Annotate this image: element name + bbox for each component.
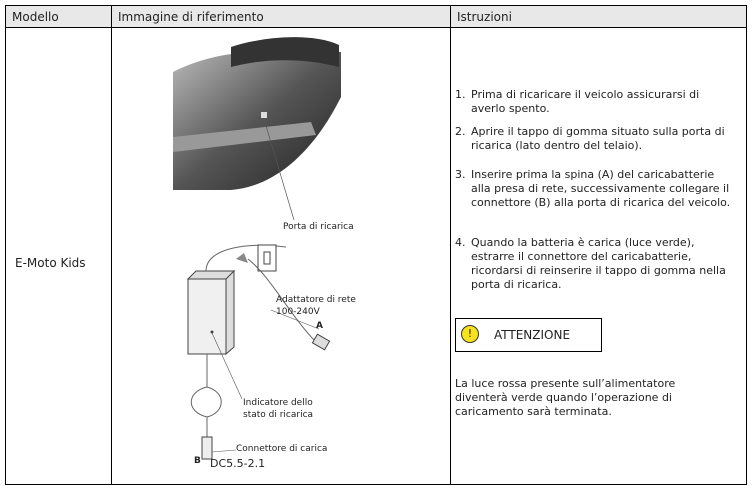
instruction-number: 1.: [455, 88, 466, 101]
header: Immagine di riferimento: [118, 10, 264, 24]
warning-icon: !: [461, 325, 479, 343]
header: Modello: [12, 10, 59, 24]
instruction-number: 2.: [455, 125, 466, 138]
instructions-cell: [450, 27, 747, 485]
instruction-number: 4.: [455, 236, 466, 249]
header: Istruzioni: [457, 10, 512, 24]
instruction-text: Aprire il tappo di gomma situato sulla p…: [471, 125, 725, 152]
warning-label: ATTENZIONE: [494, 328, 571, 342]
instruction-text: Quando la batteria è carica (luce verde)…: [471, 236, 726, 291]
image-label: 100-240V: [276, 307, 320, 317]
header-cell: Modello: [5, 5, 112, 28]
model: E-Moto Kids: [15, 256, 86, 270]
instruction: 3. Inserire prima la spina (A) del carica…: [455, 168, 745, 210]
image-label: DC5.5-2.1: [210, 457, 266, 470]
image-label: B: [194, 456, 201, 466]
instruction: 1. Prima di ricaricare il veicolo assicur…: [455, 88, 745, 116]
instruction-text: Prima di ricaricare il veicolo assicurar…: [471, 88, 700, 115]
image-label: Adattatore di rete: [276, 295, 356, 305]
header-cell: Immagine di riferimento: [111, 5, 451, 28]
instruction: 4. Quando la batteria è carica (luce verd…: [455, 236, 745, 292]
instruction-text: Inserire prima la spina (A) del caricaba…: [471, 168, 731, 209]
image-label: stato di ricarica: [243, 410, 314, 420]
image-label: Connettore di carica: [236, 444, 328, 454]
image-label: Porta di ricarica: [283, 222, 354, 232]
note: La luce rossa presente sull’alimentatore…: [455, 377, 676, 418]
image-label: A: [316, 321, 323, 331]
image-label: Indicatore dello: [243, 398, 313, 408]
header-cell: Istruzioni: [450, 5, 747, 28]
warning-box: ! ATTENZIONE: [455, 318, 602, 352]
illustration: [173, 37, 341, 460]
instruction: 2. Aprire il tappo di gomma situato sulla…: [455, 125, 745, 153]
instruction-number: 3.: [455, 168, 466, 181]
